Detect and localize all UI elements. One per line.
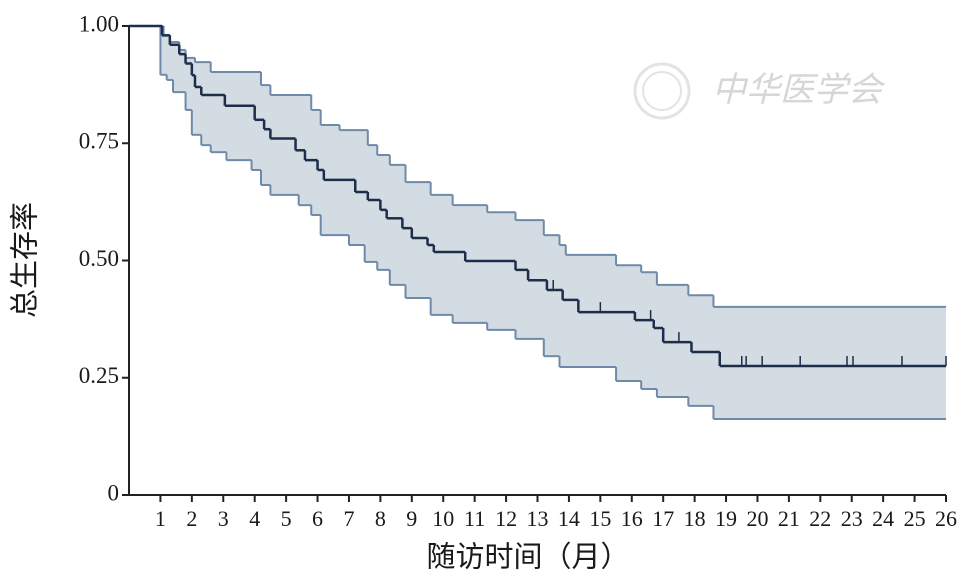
x-tick-label: 21 xyxy=(778,506,800,531)
x-tick-label: 7 xyxy=(343,506,354,531)
x-tick-label: 12 xyxy=(495,506,517,531)
x-tick-label: 5 xyxy=(281,506,292,531)
x-tick-label: 17 xyxy=(652,506,674,531)
x-tick-label: 6 xyxy=(312,506,323,531)
x-tick-label: 10 xyxy=(432,506,454,531)
x-tick-label: 1 xyxy=(155,506,166,531)
x-tick-label: 18 xyxy=(684,506,706,531)
x-tick-label: 4 xyxy=(249,506,260,531)
x-tick-label: 2 xyxy=(186,506,197,531)
x-tick-label: 23 xyxy=(841,506,863,531)
x-tick-label: 8 xyxy=(375,506,386,531)
x-tick-label: 14 xyxy=(558,506,580,531)
x-tick-label: 24 xyxy=(872,506,894,531)
watermark: 中华医学会 xyxy=(712,72,886,109)
x-tick-label: 16 xyxy=(621,506,643,531)
x-tick-label: 15 xyxy=(589,506,611,531)
ci-band xyxy=(129,26,946,420)
y-tick-label: 0.75 xyxy=(79,129,119,154)
y-tick-label: 0.50 xyxy=(79,246,119,271)
y-tick-label: 0 xyxy=(108,480,120,505)
x-tick-label: 9 xyxy=(406,506,417,531)
x-tick-label: 3 xyxy=(218,506,229,531)
y-tick-label: 0.25 xyxy=(79,363,119,388)
x-tick-label: 25 xyxy=(904,506,926,531)
x-tick-label: 20 xyxy=(746,506,768,531)
y-tick-label: 1.00 xyxy=(79,11,119,36)
x-tick-label: 22 xyxy=(809,506,831,531)
x-tick-label: 13 xyxy=(527,506,549,531)
x-axis-title: 随访时间（月） xyxy=(426,541,629,574)
x-tick-label: 26 xyxy=(935,506,957,531)
x-tick-label: 19 xyxy=(715,506,737,531)
x-tick-label: 11 xyxy=(464,506,485,531)
watermark-logo xyxy=(633,62,691,120)
y-axis-title: 总生存率 xyxy=(9,202,42,318)
